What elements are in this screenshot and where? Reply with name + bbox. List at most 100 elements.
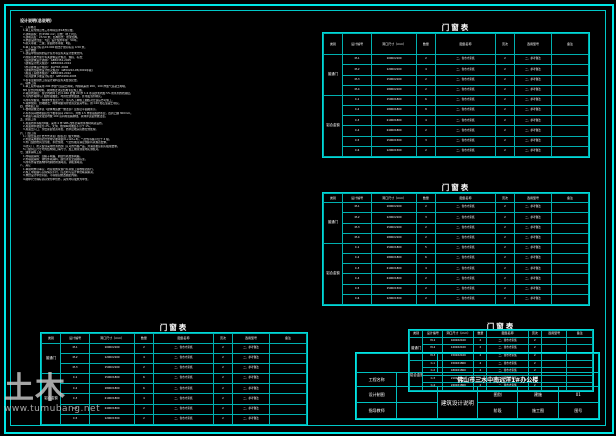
table-row: M-3 1500X2100 2 二、省市才家族 2 二、参考做法 [324, 222, 590, 234]
table-cell: 二、参考做法 [513, 64, 552, 76]
table-cell: M-1 [341, 54, 373, 66]
design-note-line: 《公共建筑节能设计标准》 GB50189-2005 [23, 75, 77, 79]
title-block-sheet-class-value: 建施 [517, 386, 559, 403]
table-cell: 1500X2100 [371, 222, 417, 234]
table-row: C-3 2100X1800 4 二、省市才家族 2 二、参考做法 [324, 115, 590, 127]
sheet-border-outer [4, 4, 614, 434]
table-cell: 2100X1800 [371, 263, 417, 275]
table-cell: 2 [495, 84, 515, 96]
table-row: 普通门 M-1 1000X2100 2 二、省市才家族 2 二、参考做法 [323, 54, 590, 96]
table-cell: 二、省市才家族 [434, 54, 497, 66]
table-cell [268, 393, 308, 405]
table-cell: M-3 [341, 74, 373, 86]
table-cell [268, 342, 308, 354]
table-cell: C-2 [341, 105, 373, 117]
table-header-row: 类别 设计编号 洞口尺寸（mm） 数量 图集名称 页次 选用型号 备注 [323, 192, 590, 204]
table-cell: 二、省市才家族 [434, 273, 497, 285]
table-cell [550, 105, 590, 117]
table-cell: 2 [415, 232, 436, 244]
table-cell [550, 94, 590, 107]
table-cell: 2 [495, 54, 515, 66]
design-note-line: 2.外窗采用断桥铝合金中空玻璃窗(6+12A+6)，气密性等级不低于 4 级。 [23, 138, 112, 142]
table-cell: 2100X1800 [371, 115, 417, 127]
table-cell: 二、参考做法 [231, 403, 270, 415]
design-note-line: 3.屋面出入口、穿出屋面管道等处，防水层收头应做密封处理。 [23, 128, 99, 132]
table-cell [550, 84, 590, 96]
design-note-line: 5.墙体留洞、封堵做法：砌体墙留洞待管道安装完毕后，用 C20 细石混凝土填实。 [23, 101, 122, 105]
table-cell [550, 283, 590, 295]
table-row: C-3 2100X1800 4 二、省市才家族 2 二、参考做法 [324, 263, 590, 275]
table-cell: 2 [133, 362, 154, 375]
table-header-cell: 选用型号 [513, 32, 552, 56]
table-group-label: 普通门 [323, 202, 343, 244]
table-cell [550, 202, 590, 214]
table-row: 铝合金窗 C-1 1500X1800 6 二、省市才家族 2 二、参考做法 [323, 94, 590, 158]
table-header-cell: 类别 [408, 330, 424, 338]
table-header-cell: 洞口尺寸（mm） [371, 32, 417, 56]
table-cell: M-4 [341, 232, 373, 244]
table-header-cell: 页次 [495, 192, 515, 204]
design-note-line: 1.门窗立面及开启方式详见门窗表及门窗大样图。 [23, 134, 83, 138]
table-cell [550, 64, 590, 76]
table-row: C-2 1800X1800 6 二、省市才家族 2 二、参考做法 [324, 253, 590, 265]
design-note-line: 3.建筑高度：23.50 米；结构形式：框架结构。 [23, 35, 80, 39]
design-note-line: 4.图中尺寸除标高以米为单位外，其余均以毫米为单位。 [23, 177, 91, 181]
table-row: C-4 2400X1800 2 二、省市才家族 2 二、参考做法 [324, 125, 590, 137]
table-cell: 1800X2100 [371, 84, 417, 96]
table-cell: 2 [495, 273, 515, 285]
design-note-line: 一、工程概况 [20, 26, 37, 29]
table-cell: 2 [495, 232, 515, 244]
design-notes-body: 一、工程概况 1.本工程为佛山市三水中南远洋1#办公楼。 2.建筑面积：约 6580… [20, 26, 280, 181]
design-note-line: 2.国家及地方现行有关建筑设计规范、规程、标准： [23, 55, 85, 59]
table-cell: 二、参考做法 [513, 105, 552, 117]
table-cell: 二、参考做法 [513, 94, 552, 107]
design-note-line: 2.墙身防潮层：在室内地坪下约 0.060 处做 20 厚 1:2 水泥砂浆内加… [23, 91, 133, 95]
watermark: 土木 www.tumubang.net [4, 374, 164, 430]
design-note-line: 1.楼地面做法详见《建筑构造统一做法表》及各层平面图索引。 [23, 108, 99, 112]
table-cell [540, 336, 568, 346]
table-cell: M-2 [59, 352, 91, 364]
table-cell: C-5 [341, 135, 373, 147]
table-header-cell: 备注 [566, 330, 593, 338]
table-cell: 二、参考做法 [231, 342, 270, 354]
table-row: C-4 2400X1800 2 二、省市才家族 2 二、参考做法 [42, 403, 308, 415]
table-row: M-4 1800X2100 2 二、省市才家族 2 二、参考做法 [324, 84, 590, 96]
table-row: C-6 1200X1500 2 二、省市才家族 2 二、参考做法 [324, 293, 590, 306]
title-block-blank-1 [356, 353, 438, 373]
table-cell: C-6 [341, 293, 373, 306]
table-cell: 1200X2100 [371, 64, 417, 76]
table-cell: 1000X2100 [371, 202, 417, 214]
table-header-cell: 备注 [550, 32, 590, 56]
door-window-table-grid: 类别 设计编号 洞口尺寸（mm） 数量 图集名称 页次 选用型号 备注 普通门 M-1 1000X2… [322, 32, 590, 158]
table-cell [550, 54, 590, 66]
design-note-line: 七、油漆涂料工程 [20, 151, 42, 155]
table-cell: 1500X1500 [371, 135, 417, 147]
design-note-line: 《建筑设计防火规范》 GB50016-2014 [23, 62, 72, 66]
table-cell [566, 336, 593, 346]
table-row: M-3 1500X2100 2 二、省市才家族 2 二、参考做法 [324, 74, 590, 86]
table-cell: 2 [527, 336, 542, 346]
table-cell: 二、参考做法 [513, 212, 552, 224]
design-note-line: 5.门窗洞口尺寸均为结构洞口净尺寸，加工前须到现场实测核对。 [23, 147, 101, 151]
table-cell [268, 413, 308, 426]
design-note-line: 2.外墙面涂料：弹性外墙涂料，颜色详见立面图标注。 [23, 157, 88, 161]
table-cell: 二、参考做法 [513, 84, 552, 96]
table-header-cell: 页次 [213, 333, 233, 344]
table-cell: 二、省市才家族 [434, 202, 497, 214]
table-cell: M-1 [341, 202, 373, 214]
table-cell: 1000X2100 [89, 342, 135, 354]
design-note-line: 2.有水房间楼地面应低于相邻房间 20mm，并做 1.5 厚聚氨酯防水层，四周上… [23, 111, 133, 115]
table-cell: 2 [415, 222, 436, 234]
table-cell: 2 [415, 145, 436, 158]
table-header-cell: 备注 [550, 192, 590, 204]
title-block: 工程名称 佛山市三水中南远洋1#办公楼 设计制图 建筑设计说明 图别 建施 01… [355, 352, 600, 420]
table-cell: 1500X1800 [371, 242, 417, 255]
table-cell: 5 [415, 242, 436, 255]
design-note-line: 3.地面与墙面交接处均做 100 高同材质踢脚线，具体详见装修做法表。 [23, 115, 108, 119]
table-cell [268, 362, 308, 375]
table-cell: 3 [415, 135, 436, 147]
table-cell [550, 222, 590, 234]
door-window-table-title: 门窗表 [441, 183, 471, 192]
table-header-cell: 选用型号 [513, 192, 552, 204]
